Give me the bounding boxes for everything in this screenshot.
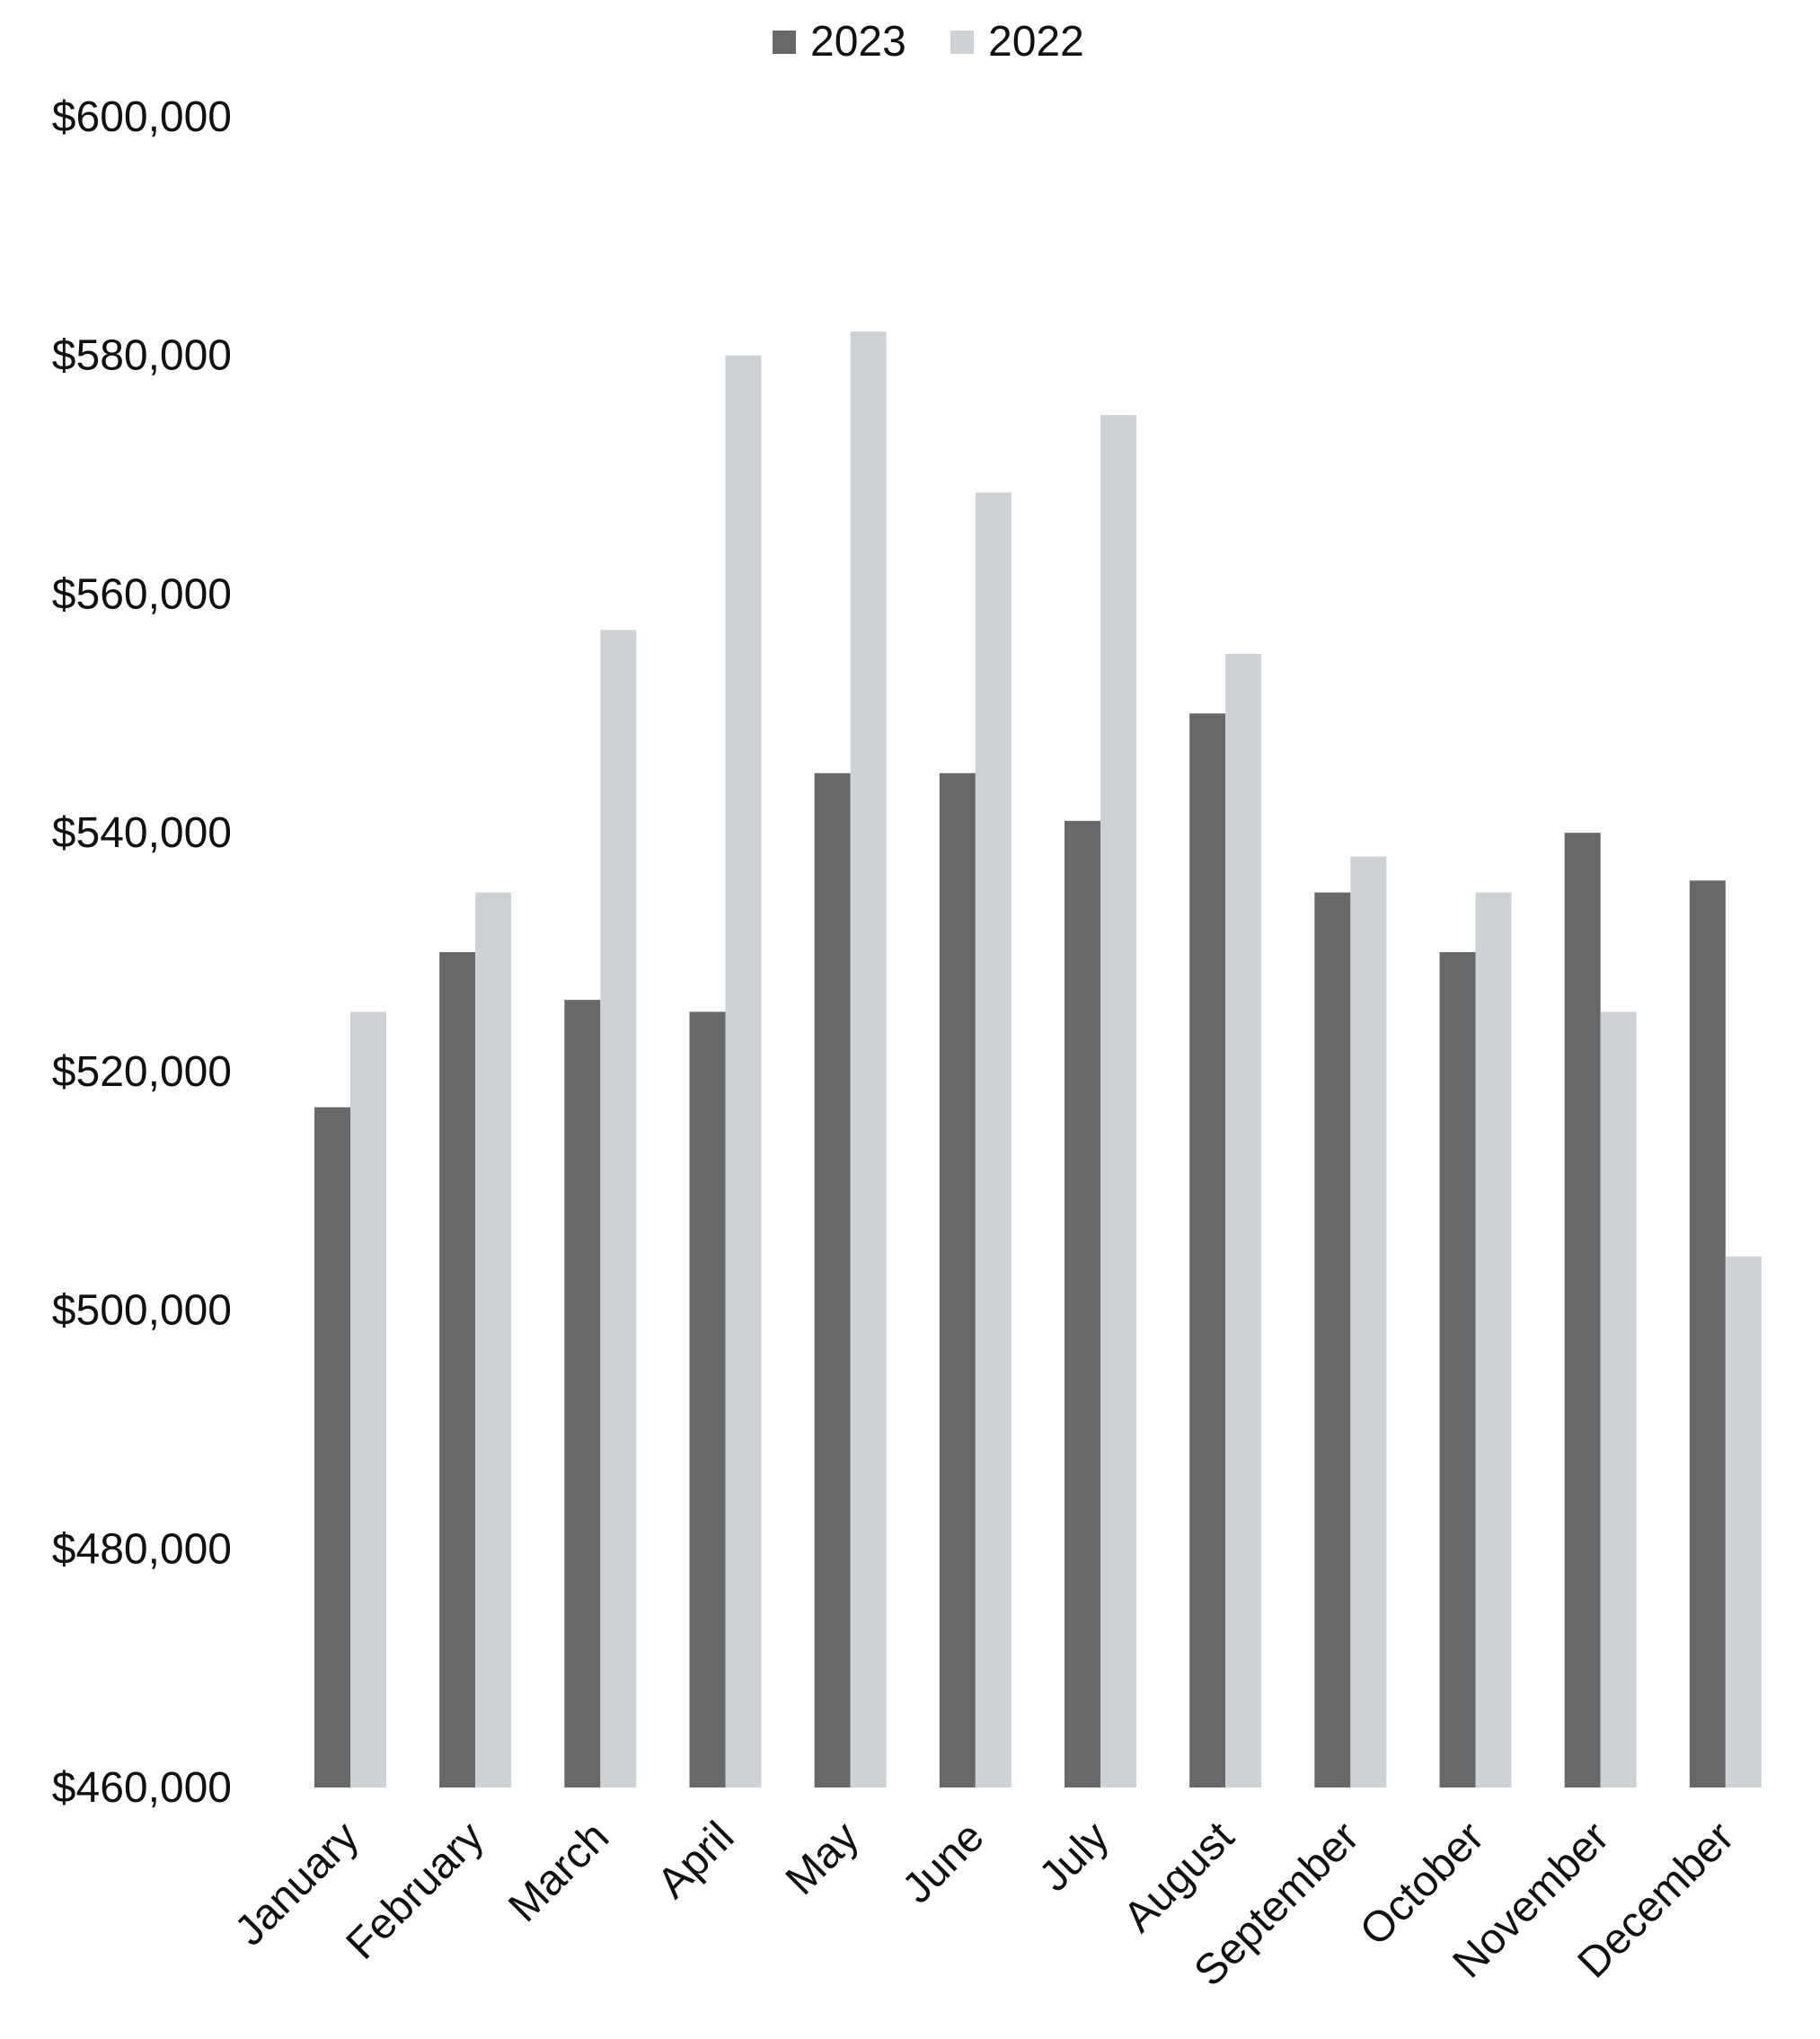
legend: 2023 2022	[773, 18, 1084, 66]
bar-2023-july	[1065, 821, 1100, 1787]
y-tick-label: $520,000	[52, 1048, 232, 1096]
y-tick-label: $480,000	[52, 1525, 232, 1573]
bar-2022-may	[851, 331, 887, 1787]
x-tick-label: March	[499, 1813, 618, 1931]
bar-2022-april	[726, 356, 762, 1787]
bar-2022-december	[1726, 1257, 1762, 1787]
y-axis: $460,000 $480,000 $500,000 $520,000 $540,000…	[52, 93, 232, 1812]
bar-2022-march	[600, 630, 636, 1787]
bar-2023-february	[439, 952, 475, 1787]
bar-2023-april	[690, 1011, 726, 1787]
bar-2022-january	[350, 1011, 386, 1787]
bar-2023-august	[1189, 713, 1225, 1787]
legend-label-2022: 2022	[988, 18, 1084, 66]
bars	[314, 331, 1762, 1787]
bar-2023-may	[815, 773, 851, 1787]
x-tick-label: July	[1030, 1813, 1118, 1901]
y-tick-label: $600,000	[52, 93, 232, 141]
x-tick-label: April	[649, 1813, 743, 1907]
y-tick-label: $580,000	[52, 332, 232, 380]
bar-2022-july	[1100, 415, 1136, 1787]
bar-2023-september	[1314, 893, 1350, 1787]
legend-swatch-2023	[773, 31, 796, 54]
legend-label-2023: 2023	[810, 18, 906, 66]
legend-swatch-2022	[950, 31, 974, 54]
bar-2023-december	[1690, 880, 1726, 1787]
bar-2022-february	[475, 893, 511, 1787]
x-tick-label: August	[1115, 1813, 1243, 1941]
bar-2022-august	[1225, 654, 1261, 1787]
bar-2023-january	[314, 1108, 350, 1787]
x-tick-label: February	[338, 1813, 493, 1968]
bar-2022-june	[976, 493, 1012, 1788]
x-tick-label: June	[894, 1813, 994, 1912]
bar-2023-march	[564, 1000, 600, 1787]
y-tick-label: $560,000	[52, 570, 232, 618]
y-tick-label: $460,000	[52, 1764, 232, 1812]
bar-2023-october	[1440, 952, 1476, 1787]
bar-2022-september	[1350, 857, 1386, 1787]
y-tick-label: $540,000	[52, 809, 232, 857]
y-tick-label: $500,000	[52, 1287, 232, 1335]
bar-2023-june	[940, 773, 976, 1787]
bar-2022-november	[1601, 1011, 1637, 1787]
bar-2022-october	[1476, 893, 1512, 1787]
bar-2023-november	[1565, 833, 1601, 1787]
x-tick-label: May	[777, 1813, 869, 1904]
